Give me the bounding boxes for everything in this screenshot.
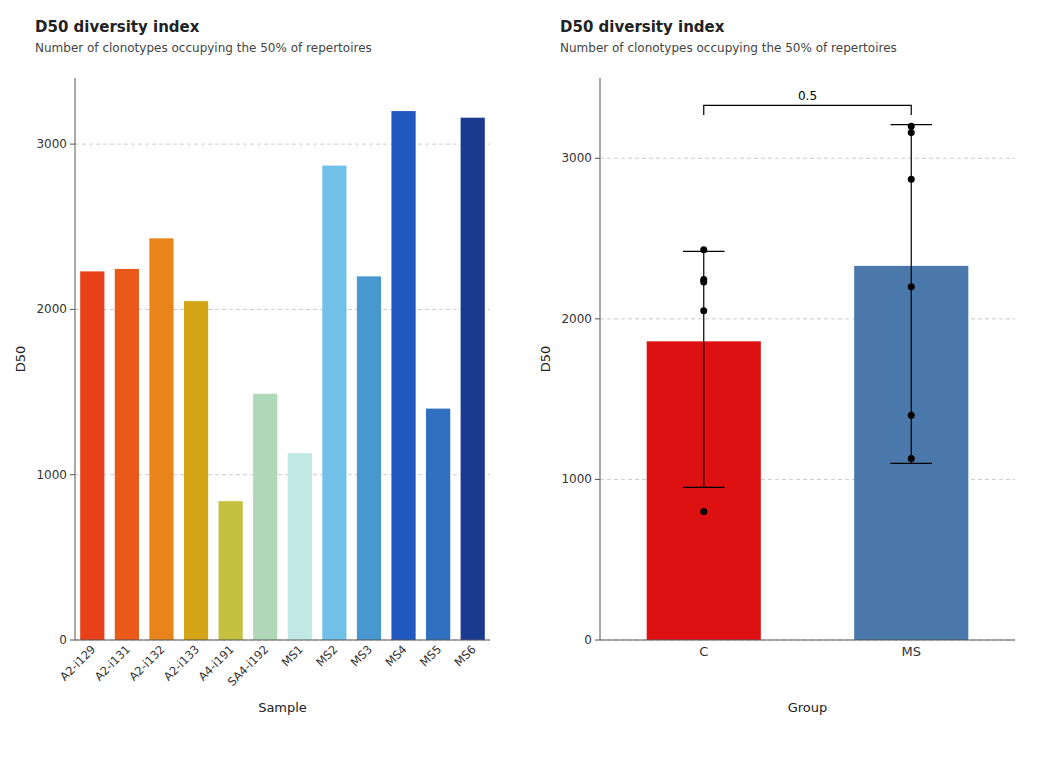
title: D50 diversity index xyxy=(35,18,200,36)
data-point xyxy=(700,508,707,515)
grid-line xyxy=(600,640,1015,641)
category-label: SA4-i192 xyxy=(225,642,272,689)
x-axis-line xyxy=(600,640,1015,641)
category-label: MS2 xyxy=(313,642,340,669)
tick-mark xyxy=(70,309,75,310)
data-point xyxy=(908,455,915,462)
data-point xyxy=(908,123,915,130)
tick-mark xyxy=(595,158,600,159)
bar xyxy=(461,118,485,640)
panel: D50 diversity index Number of clonotypes … xyxy=(538,18,1015,715)
category-label: MS xyxy=(902,644,921,659)
marks xyxy=(80,111,485,640)
category-label: C xyxy=(699,644,708,659)
tick-label: 1000 xyxy=(561,472,592,486)
data-point xyxy=(700,276,707,283)
x-axis-label: Group xyxy=(788,700,828,715)
bar xyxy=(322,166,346,640)
tick-mark xyxy=(70,144,75,145)
tick-mark xyxy=(595,318,600,319)
x-axis-label: Sample xyxy=(258,700,307,715)
category-label: A2-i133 xyxy=(161,642,202,683)
category-label: A2-i131 xyxy=(92,642,133,683)
y-axis-line xyxy=(600,78,601,640)
significance-label: 0.5 xyxy=(798,89,817,103)
panel: D50 diversity index Number of clonotypes … xyxy=(13,18,490,715)
tick-mark xyxy=(70,474,75,475)
category-label: A2-i129 xyxy=(57,642,98,683)
x-axis-line xyxy=(75,640,490,641)
figure: D50 diversity index Number of clonotypes … xyxy=(0,0,1044,783)
y-axis-line xyxy=(75,78,76,640)
bar xyxy=(288,453,312,640)
bar xyxy=(253,394,277,640)
data-point xyxy=(908,412,915,419)
title: D50 diversity index xyxy=(560,18,725,36)
background xyxy=(0,0,1044,783)
tick-label: 0 xyxy=(584,633,592,647)
bar xyxy=(219,501,243,640)
tick-label: 2000 xyxy=(36,302,67,316)
bar xyxy=(357,276,381,640)
data-point xyxy=(700,246,707,253)
bar xyxy=(184,301,208,640)
y-axis-label: D50 xyxy=(538,346,553,373)
error-bar xyxy=(891,125,933,464)
data-point xyxy=(908,283,915,290)
grid-line xyxy=(75,144,490,145)
data-point xyxy=(908,176,915,183)
subtitle: Number of clonotypes occupying the 50% o… xyxy=(560,41,897,55)
bar xyxy=(391,111,415,640)
category-label: MS5 xyxy=(417,642,444,669)
tick-label: 1000 xyxy=(36,468,67,482)
tick-label: 0 xyxy=(59,633,67,647)
tick-label: 3000 xyxy=(36,137,67,151)
category-label: A2-i132 xyxy=(126,642,167,683)
error-bar xyxy=(683,251,725,487)
tick-mark xyxy=(70,640,75,641)
category-label: MS1 xyxy=(279,642,306,669)
bar xyxy=(426,409,450,640)
tick-mark xyxy=(595,479,600,480)
tick-label: 3000 xyxy=(561,151,592,165)
bar xyxy=(80,271,104,640)
subtitle: Number of clonotypes occupying the 50% o… xyxy=(35,41,372,55)
data-point xyxy=(908,129,915,136)
grid-line xyxy=(600,158,1015,159)
category-label: MS3 xyxy=(348,642,375,669)
tick-label: 2000 xyxy=(561,312,592,326)
bar xyxy=(149,238,173,640)
category-label: MS4 xyxy=(382,642,409,669)
grid-line xyxy=(75,640,490,641)
data-point xyxy=(700,307,707,314)
y-axis-label: D50 xyxy=(13,346,28,373)
category-label: MS6 xyxy=(452,642,479,669)
tick-mark xyxy=(595,640,600,641)
marks xyxy=(647,105,969,640)
significance-bracket xyxy=(704,105,912,115)
bar xyxy=(115,269,139,640)
